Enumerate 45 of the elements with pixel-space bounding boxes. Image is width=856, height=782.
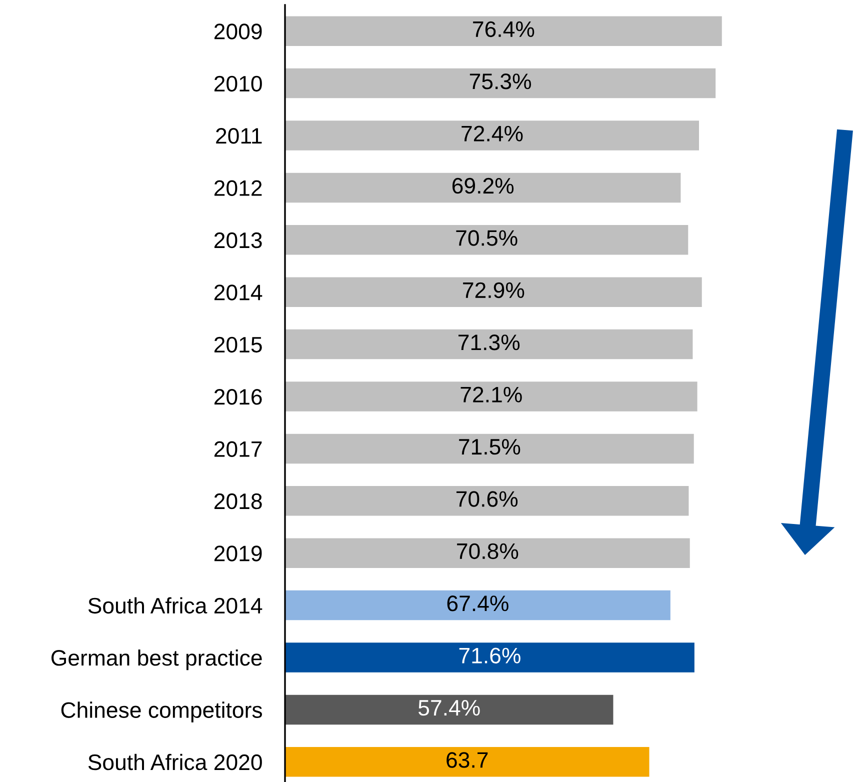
data-label: 72.1% (460, 386, 522, 402)
bar (285, 747, 650, 777)
y-tick-label: 2016 (214, 389, 262, 405)
bar (285, 382, 698, 412)
y-tick-label: 2011 (216, 128, 262, 144)
data-label: 70.8% (457, 543, 518, 560)
data-label: 75.3% (470, 74, 532, 90)
bar (285, 120, 700, 150)
data-label: 63.7 (446, 752, 488, 768)
bar (285, 68, 716, 98)
data-label: 71.3% (458, 334, 520, 350)
bar (285, 590, 670, 620)
bar (285, 329, 693, 360)
y-tick-label: 2010 (214, 76, 262, 92)
data-label: 69.2% (452, 178, 514, 194)
y-tick-label: South Africa 2014 (88, 597, 262, 614)
bar (285, 434, 694, 464)
y-tick-label: 2014 (214, 284, 262, 300)
y-tick-label: 2013 (214, 232, 262, 248)
y-tick-label: 2019 (214, 546, 262, 562)
bar (285, 16, 722, 46)
bar (285, 486, 689, 516)
bar (285, 277, 702, 307)
y-tick-label: 2015 (214, 336, 262, 353)
data-label: 72.4% (462, 126, 523, 142)
bar (285, 694, 614, 725)
y-tick-label: 2017 (214, 441, 262, 457)
data-label: 71.5% (459, 439, 520, 455)
y-tick-label: South Africa 2020 (88, 754, 262, 770)
data-label: 70.6% (456, 491, 518, 507)
y-tick-label: 2018 (214, 493, 262, 510)
y-tick-label: German best practice (51, 649, 262, 670)
data-label: 57.4% (418, 700, 480, 716)
bar (285, 225, 688, 255)
data-label: 71.6% (459, 648, 520, 664)
bar (285, 172, 681, 203)
bar (285, 538, 690, 568)
bar (285, 642, 694, 672)
data-label: 67.4% (447, 596, 508, 612)
data-label: 72.9% (463, 282, 524, 298)
data-label: 70.5% (456, 230, 518, 246)
data-label: 76.4% (473, 21, 534, 38)
y-tick-label: 2009 (214, 24, 262, 40)
y-tick-label: 2012 (214, 180, 262, 196)
y-tick-label: Chinese competitors (61, 702, 262, 722)
